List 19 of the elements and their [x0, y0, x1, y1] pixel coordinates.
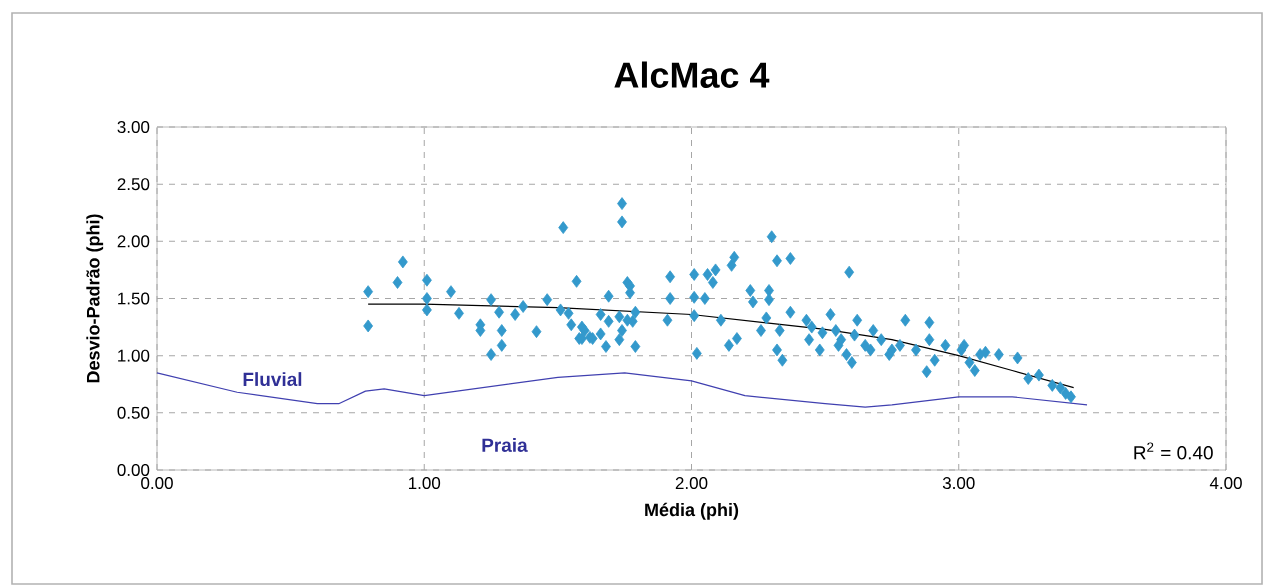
line-series	[156, 372, 1088, 408]
y-tick-label: 1.50	[118, 292, 150, 305]
chart-title: AlcMac 4	[614, 61, 770, 88]
y-tick-label: 0.50	[117, 406, 150, 419]
y-tick-label: 1.00	[118, 349, 150, 362]
x-tick-label: 3.00	[942, 477, 975, 490]
y-tick-label: 2.00	[117, 235, 150, 248]
annotation: Praia	[482, 437, 528, 452]
annotation: R$^{2}$ = 0.40	[1134, 442, 1213, 460]
y-tick-label: 0.00	[117, 463, 150, 477]
x-axis-title: Média (phi)	[645, 502, 739, 520]
y-axis-title: Desvio-Padrão (phi)	[86, 214, 104, 383]
x-tick-label: 0.00	[141, 477, 173, 490]
y-tick-label: 3.00	[117, 121, 150, 134]
x-tick-label: 4.00	[1209, 477, 1242, 490]
x-tick-label: 2.00	[675, 477, 708, 490]
x-tick-label: 1.00	[408, 477, 441, 490]
annotation: Fluvial	[243, 372, 302, 387]
y-tick-label: 2.50	[117, 178, 150, 191]
